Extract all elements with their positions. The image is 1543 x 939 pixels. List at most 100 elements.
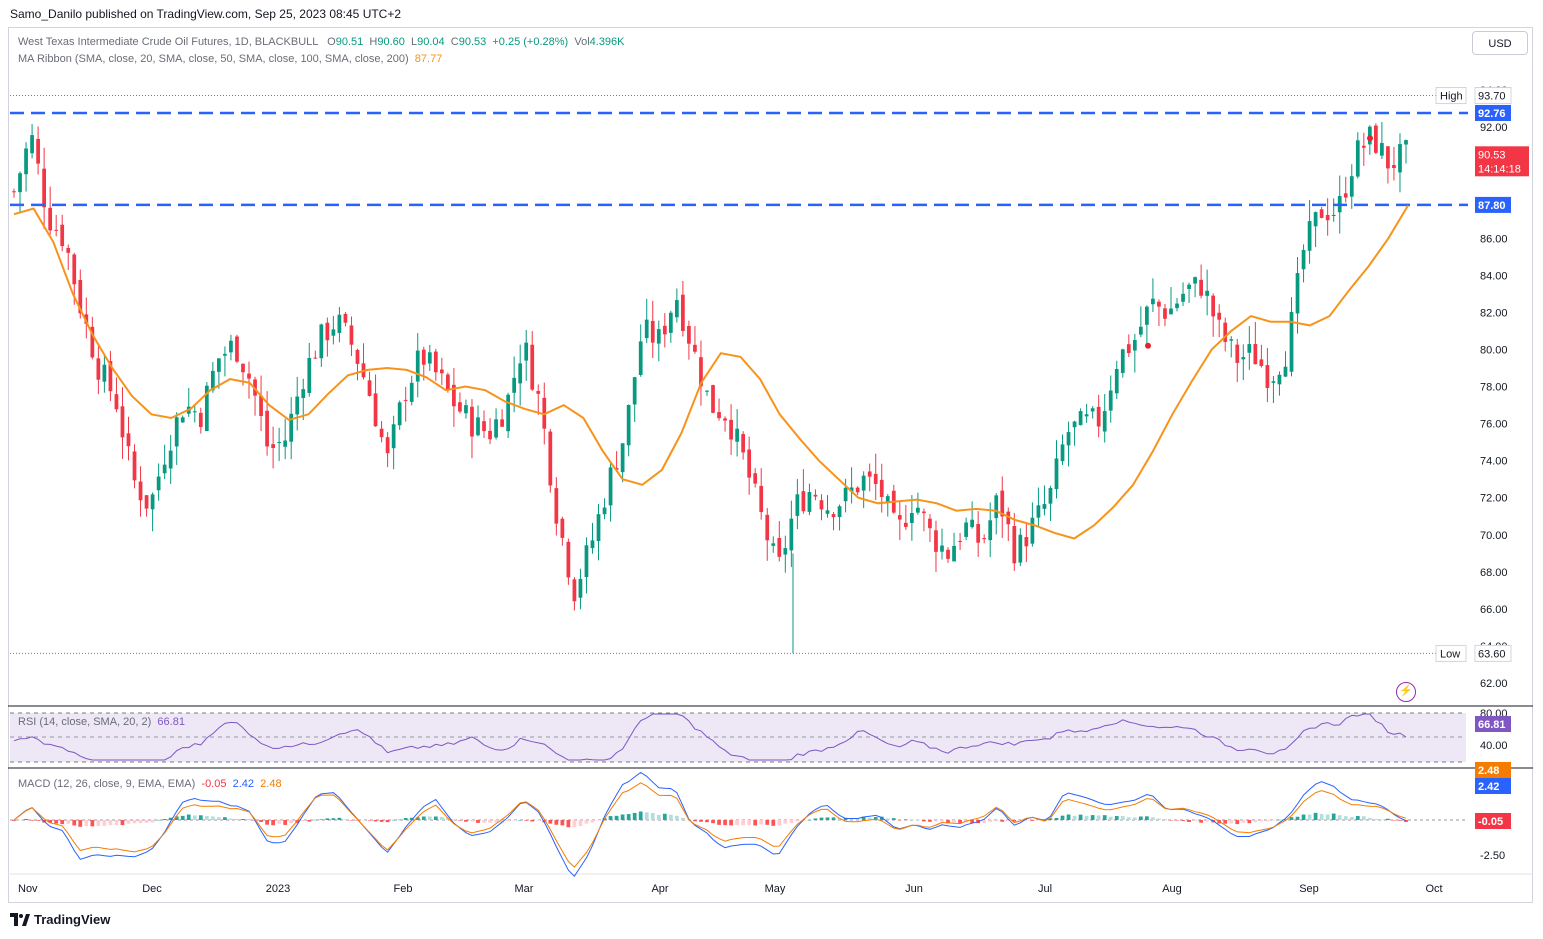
macd-histogram-bar [813,818,818,820]
candle-body [482,421,486,432]
last-price-tag-bg [1475,146,1529,177]
macd-histogram-bar [397,819,402,821]
macd-histogram-bar [524,820,529,821]
candle-body [1060,444,1065,462]
macd-histogram-bar [891,818,896,820]
macd-histogram-bar [1319,814,1324,820]
tradingview-footer[interactable]: TradingView [10,912,110,927]
macd-histogram-bar [60,820,65,825]
date-label: Feb [394,883,413,895]
lightning-icon[interactable]: ⚡ [1396,682,1416,702]
macd-histogram-bar [186,814,191,820]
macd-histogram-bar [1157,818,1161,820]
macd-histogram-bar [349,820,354,821]
candle-body [1241,357,1246,360]
macd-histogram-bar [711,820,715,824]
macd-histogram-bar [705,820,709,823]
macd-histogram-bar [1374,818,1378,820]
macd-histogram-bar [421,816,426,820]
macd-histogram-bar [1036,820,1041,821]
macd-histogram-bar [1151,817,1155,820]
macd-histogram-bar [1283,819,1288,820]
candle-body [897,515,902,520]
candle-body [259,395,263,417]
level-lower-tag-bg [1475,196,1511,213]
candle-body [494,419,498,438]
candle-body [1036,505,1041,518]
candle-body [1247,344,1252,353]
candle-body [415,350,420,382]
macd-histogram-bar [1199,820,1203,823]
macd-histogram-bar [681,817,685,820]
ma-name: MA Ribbon (SMA, close, 20, SMA, close, 5… [18,53,409,65]
macd-histogram-bar [78,820,83,827]
candle-body [1380,142,1384,156]
level-lower-tag-text: 87.80 [1478,200,1506,212]
candle-body [1157,301,1161,307]
last-price-value: 90.53 [1478,149,1506,161]
macd-histogram-bar [940,820,944,822]
macd-histogram-bar [674,815,679,820]
low-label: L [410,36,418,48]
candle-body [66,247,71,253]
macd-histogram-bar [1205,820,1210,822]
candle-body [1175,303,1179,309]
macd-histogram-bar [1169,820,1173,821]
date-label: Sep [1299,883,1319,895]
tradingview-logo-icon [10,912,30,926]
macd-line-tag-text: 2.42 [1478,781,1499,793]
macd-histogram-bar [427,816,432,820]
candle-body [596,514,601,542]
candle-body [168,450,173,469]
candle-body [1386,146,1390,169]
candle-body [373,393,378,427]
candle-body [1217,312,1222,320]
candle-body [699,357,703,387]
macd-histogram-bar [54,820,59,824]
macd-histogram-bar [403,818,408,820]
candle-body [12,191,16,193]
macd-histogram-bar [644,812,649,820]
candle-body [807,492,812,512]
candle-body [1235,344,1240,363]
date-label: May [765,883,786,895]
macd-histogram-bar [795,820,800,822]
candle-body [198,412,203,428]
candle-body [271,444,275,449]
macd-histogram-bar [1392,820,1396,821]
macd-histogram-bar [192,815,197,820]
low-value: 63.60 [1478,648,1506,660]
candle-body [662,325,667,335]
candle-body [717,412,721,419]
macd-histogram-bar [379,820,384,822]
candle-body [819,500,824,510]
candle-body [1193,277,1197,284]
macd-histogram-bar [1120,816,1125,820]
macd-histogram-bar [1145,816,1149,820]
candle-body [144,495,149,509]
macd-histogram-bar [1380,819,1384,821]
macd-histogram-bar [1024,820,1029,821]
high-value: 93.70 [1478,91,1506,103]
macd-histogram-bar [1108,816,1113,820]
macd-histogram-bar [910,819,914,820]
candle-body [1084,414,1089,417]
macd-histogram-bar [837,818,842,820]
open-value: 90.51 [335,36,364,48]
rsi-name: RSI (14, close, SMA, 20, 2) [18,716,152,728]
candle-body [48,207,53,231]
candle-body [108,360,113,392]
date-label: Jun [905,883,923,895]
candle-body [470,406,474,437]
candle-body [1078,411,1083,426]
candle-body [54,229,59,231]
macd-histogram-bar [759,820,764,825]
candle-body [180,417,185,423]
candle-body [283,440,288,447]
candle-body [1349,176,1354,197]
currency-button[interactable]: USD [1472,31,1528,55]
candle-body [548,431,553,486]
macd-histogram-bar [1253,820,1258,823]
candle-body [18,173,22,193]
